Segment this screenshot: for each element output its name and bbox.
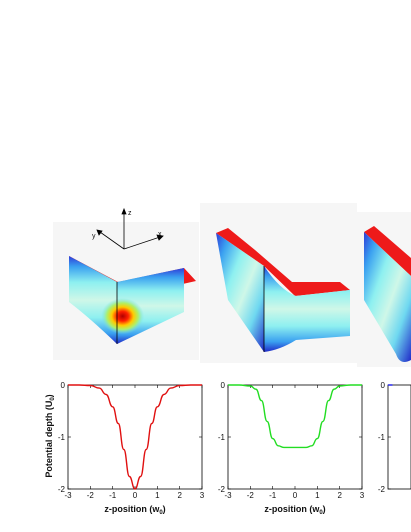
y-tick-label: -2: [378, 485, 386, 494]
plot-frame: [227, 384, 363, 490]
y-tick-label: -1: [378, 433, 386, 442]
plot-frame: [67, 384, 203, 490]
x-tick-label: 2: [337, 491, 342, 500]
y-tick-label: -2: [58, 485, 66, 494]
x-tick-label: 0: [133, 491, 138, 500]
potential-plot-1: 0-1-2-3 -2 -1 0 1 2 3: [58, 381, 205, 500]
potential-plot-2: 0-1-2-3 -2 -1 0 1 2 3: [218, 381, 365, 500]
axis-z-label: z: [128, 210, 132, 217]
series-line: [68, 384, 202, 490]
x-tick-label: -1: [269, 491, 277, 500]
y-axis-label: Potential depth (U0): [44, 394, 56, 477]
x-axis-label-1-sub: 0: [159, 510, 163, 516]
potential-plot-3: 0 -1 -2: [378, 381, 411, 494]
x-tick-label: 1: [155, 491, 160, 500]
y-tick-label: -1: [58, 433, 66, 442]
plot-frame: [387, 384, 411, 490]
axis-y-label: y: [92, 233, 96, 240]
y-tick-label: 0: [221, 381, 226, 390]
y-tick-label: 0: [61, 381, 66, 390]
render-2-bent-slab: [216, 228, 350, 352]
x-axis-label-2: z-position (w0): [264, 504, 325, 516]
x-tick-label: 1: [315, 491, 320, 500]
x-tick-label: -2: [87, 491, 95, 500]
x-tick-label: -3: [64, 491, 72, 500]
x-tick-label: -3: [224, 491, 232, 500]
x-tick-label: 3: [200, 491, 205, 500]
x-axis-label-1: z-position (w0): [104, 504, 165, 516]
x-tick-label: 0: [293, 491, 298, 500]
series-line: [228, 384, 362, 449]
y-tick-label: 0: [381, 381, 386, 390]
render-1-v-slab: [69, 256, 196, 344]
x-axis-label-2-sub: 0: [319, 510, 323, 516]
y-axis-label-sub: 0: [50, 397, 56, 401]
x-tick-label: 2: [177, 491, 182, 500]
axes-3d-indicator: [96, 207, 164, 250]
y-tick-label: -2: [218, 485, 226, 494]
render-3-slab-partial: [364, 226, 411, 362]
x-tick-label: -2: [247, 491, 255, 500]
axis-x-label: x: [158, 231, 162, 238]
x-tick-label: -1: [109, 491, 117, 500]
y-tick-label: -1: [218, 433, 226, 442]
x-tick-label: 3: [360, 491, 365, 500]
